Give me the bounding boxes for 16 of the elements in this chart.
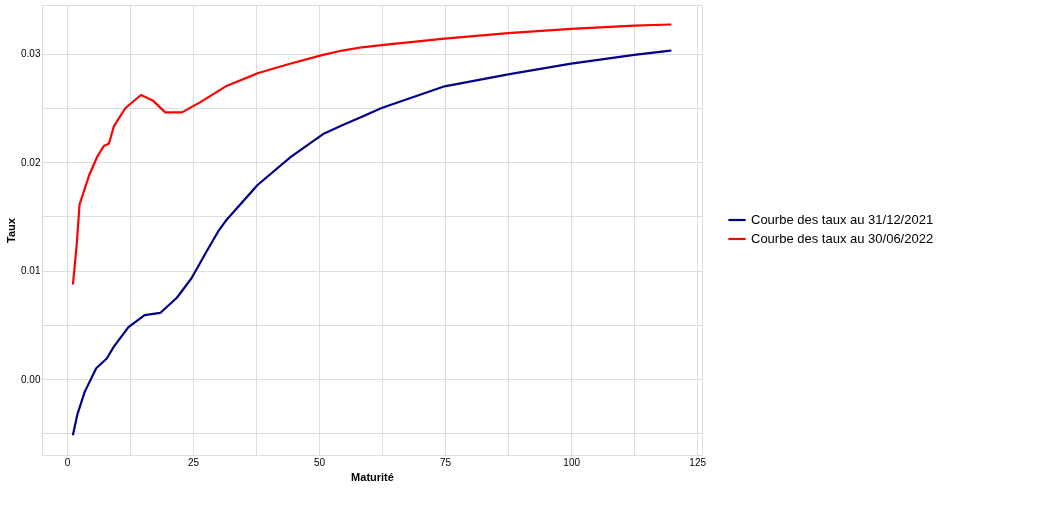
y-tick-label: 0.00 [21, 373, 41, 385]
line-series [71, 49, 672, 436]
x-tick-label: 50 [314, 456, 326, 468]
y-tick-label: 0.03 [21, 48, 41, 60]
y-tick-label: 0.02 [21, 156, 41, 168]
x-axis-title: Maturité [351, 470, 394, 483]
x-tick-label: 0 [64, 456, 71, 468]
line-series [71, 23, 672, 285]
x-tick-label: 25 [187, 456, 200, 468]
legend-label: Courbe des taux au 30/06/2022 [751, 231, 934, 246]
legend-label: Courbe des taux au 31/12/2021 [751, 212, 934, 227]
x-tick-label: 100 [563, 456, 581, 468]
y-axis-title: Taux [5, 217, 18, 243]
x-tick-label: 125 [689, 456, 707, 468]
x-tick-label: 75 [440, 456, 452, 468]
y-tick-label: 0.01 [21, 265, 41, 277]
